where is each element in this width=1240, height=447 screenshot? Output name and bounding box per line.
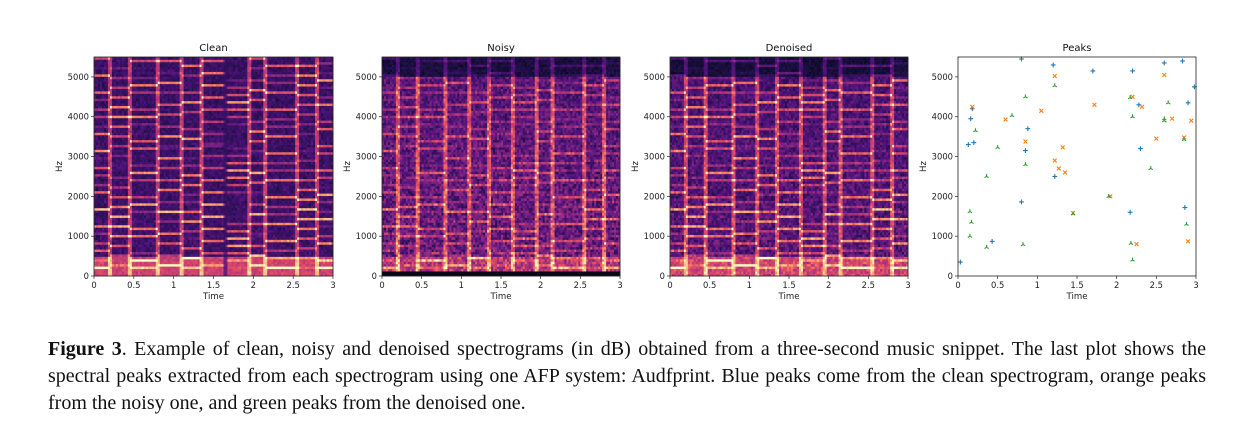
- x-tick-label: 0: [379, 280, 384, 290]
- x-tick-label: 0: [667, 280, 672, 290]
- y-tick-label: 2000: [356, 191, 377, 201]
- chart-title-peaks: Peaks: [1063, 43, 1092, 54]
- x-tick-label: 2.5: [1150, 280, 1163, 290]
- y-tick-label: 1000: [932, 231, 953, 241]
- x-axis-label: Time: [489, 292, 511, 302]
- x-tick-label: 1: [1035, 280, 1040, 290]
- x-tick-label: 0: [955, 280, 960, 290]
- y-tick-label: 5000: [68, 72, 89, 82]
- x-tick-label: 2: [826, 280, 831, 290]
- y-axis-label: Hz: [343, 161, 353, 172]
- x-tick-label: 1: [171, 280, 176, 290]
- spectrogram-clean: [94, 57, 333, 276]
- x-axis-label: Time: [777, 292, 799, 302]
- x-tick-label: 1: [747, 280, 752, 290]
- y-tick-label: 0: [372, 271, 377, 281]
- x-tick-label: 0.5: [127, 280, 140, 290]
- figure-label: Figure 3: [48, 338, 122, 360]
- x-tick-label: 0.5: [703, 280, 716, 290]
- y-tick-label: 0: [660, 271, 665, 281]
- x-tick-label: 1.5: [207, 280, 220, 290]
- y-tick-label: 1000: [68, 231, 89, 241]
- y-tick-label: 2000: [644, 191, 665, 201]
- y-tick-label: 3000: [68, 152, 89, 162]
- y-tick-label: 0: [84, 271, 89, 281]
- x-tick-label: 2: [538, 280, 543, 290]
- y-axis-label: Hz: [631, 161, 641, 172]
- x-tick-label: 2.5: [862, 280, 875, 290]
- x-tick-label: 2: [251, 280, 256, 290]
- x-tick-label: 1: [459, 280, 464, 290]
- y-tick-label: 2000: [68, 191, 89, 201]
- y-tick-label: 5000: [932, 72, 953, 82]
- y-axis-label: Hz: [55, 161, 65, 172]
- x-axis-label: Time: [202, 292, 224, 302]
- figure-caption: Figure 3. Example of clean, noisy and de…: [48, 336, 1206, 417]
- spectrogram-denoised: [670, 57, 908, 276]
- chart-title-clean: Clean: [199, 43, 227, 54]
- x-tick-label: 1.5: [1070, 280, 1083, 290]
- x-axis-label: Time: [1065, 292, 1087, 302]
- y-tick-label: 2000: [932, 191, 953, 201]
- x-tick-label: 3: [1193, 280, 1198, 290]
- x-tick-label: 0.5: [415, 280, 428, 290]
- chart-title-noisy: Noisy: [487, 43, 515, 54]
- chart-title-denoised: Denoised: [766, 43, 813, 54]
- y-tick-label: 4000: [932, 112, 953, 122]
- y-tick-label: 3000: [644, 152, 665, 162]
- x-tick-label: 3: [330, 280, 335, 290]
- y-axis-label: Hz: [919, 161, 929, 172]
- x-tick-label: 1.5: [494, 280, 507, 290]
- y-tick-label: 3000: [356, 152, 377, 162]
- x-tick-label: 2.5: [287, 280, 300, 290]
- caption-text: . Example of clean, noisy and denoised s…: [48, 338, 1206, 414]
- x-tick-label: 2: [1114, 280, 1119, 290]
- x-tick-label: 3: [617, 280, 622, 290]
- spectrogram-noisy: [382, 57, 620, 276]
- y-tick-label: 0: [948, 271, 953, 281]
- y-tick-label: 4000: [644, 112, 665, 122]
- y-tick-label: 3000: [932, 152, 953, 162]
- x-tick-label: 0.5: [991, 280, 1004, 290]
- y-tick-label: 1000: [644, 231, 665, 241]
- y-tick-label: 5000: [644, 72, 665, 82]
- x-tick-label: 3: [905, 280, 910, 290]
- y-tick-label: 5000: [356, 72, 377, 82]
- x-tick-label: 1.5: [782, 280, 795, 290]
- x-tick-label: 0: [91, 280, 96, 290]
- y-tick-label: 1000: [356, 231, 377, 241]
- x-tick-label: 2.5: [574, 280, 587, 290]
- y-tick-label: 4000: [68, 112, 89, 122]
- y-tick-label: 4000: [356, 112, 377, 122]
